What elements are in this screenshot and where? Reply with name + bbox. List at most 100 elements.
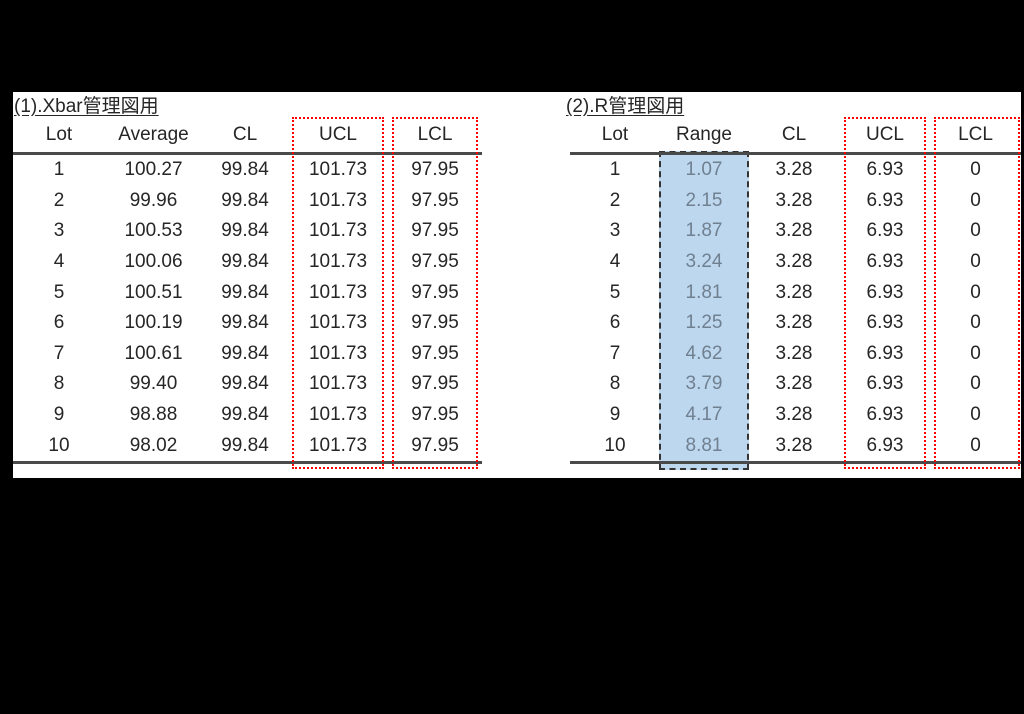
table-cell: 0 xyxy=(970,373,981,395)
table-row: 9 4.17 3.28 6.93 0 xyxy=(570,400,1021,431)
table-cell: 1 xyxy=(53,159,65,181)
table-cell: 4 xyxy=(609,251,621,273)
table-cell: 97.95 xyxy=(411,404,459,426)
table-cell: 9 xyxy=(609,404,621,426)
column-header-ucl: UCL xyxy=(840,118,930,155)
table-cell: 99.96 xyxy=(129,189,178,211)
table-cell: 3.28 xyxy=(748,430,840,464)
table-cell: 1.07 xyxy=(685,159,723,181)
worksheet-panel xyxy=(13,92,1021,478)
table-cell: 6.93 xyxy=(866,159,904,181)
header-row: Lot Range CL UCL LCL xyxy=(570,118,1021,155)
table-cell: 3 xyxy=(53,220,65,242)
table-cell: 6 xyxy=(609,312,621,334)
table-cell: 101.73 xyxy=(308,189,368,211)
table-cell: 100.61 xyxy=(124,342,183,364)
table-cell: 3.28 xyxy=(775,312,813,334)
table-cell: 7 xyxy=(609,342,621,364)
table-cell: 98.02 xyxy=(105,430,202,464)
table-cell: 100.06 xyxy=(124,251,183,273)
table-cell: 8 xyxy=(609,373,621,395)
table-cell: 97.95 xyxy=(411,312,459,334)
table-cell: 0 xyxy=(970,251,981,273)
table-cell: 99.84 xyxy=(221,342,269,364)
table-cell: 1.25 xyxy=(685,312,723,334)
table-cell: 101.73 xyxy=(308,312,368,334)
table-row: 5 1.81 3.28 6.93 0 xyxy=(570,277,1021,308)
table-cell: 99.84 xyxy=(221,220,269,242)
table-row: 1 100.27 99.84 101.73 97.95 xyxy=(13,154,482,186)
table-cell: 5 xyxy=(609,281,621,303)
table-row: 3 1.87 3.28 6.93 0 xyxy=(570,216,1021,247)
table-cell: 0 xyxy=(970,189,981,211)
table-cell: 3.24 xyxy=(685,251,723,273)
table-cell: 3.28 xyxy=(775,189,813,211)
column-header-ucl: UCL xyxy=(288,118,388,155)
table-cell: 99.84 xyxy=(221,251,269,273)
table-cell: 3.28 xyxy=(775,281,813,303)
table-row: 7 4.62 3.28 6.93 0 xyxy=(570,339,1021,370)
table-cell: 97.95 xyxy=(411,281,459,303)
r-table-title: (2).R管理図用 xyxy=(566,96,685,117)
table-cell: 10 xyxy=(570,430,660,464)
table-row: 1 1.07 3.28 6.93 0 xyxy=(570,154,1021,186)
table-cell: 101.73 xyxy=(288,430,388,464)
table-row: 3 100.53 99.84 101.73 97.95 xyxy=(13,216,482,247)
table-cell: 98.88 xyxy=(129,404,178,426)
table-cell: 99.84 xyxy=(221,281,269,303)
table-cell: 99.84 xyxy=(202,430,288,464)
table-cell: 101.73 xyxy=(308,404,368,426)
column-header-lot: Lot xyxy=(570,118,660,155)
table-cell: 1.87 xyxy=(685,220,723,242)
r-table-header: Lot Range CL UCL LCL xyxy=(570,118,1021,155)
table-row: 10 98.02 99.84 101.73 97.95 xyxy=(13,430,482,464)
table-cell: 97.95 xyxy=(411,373,459,395)
xbar-table-title: (1).Xbar管理図用 xyxy=(14,96,159,117)
column-header-lcl: LCL xyxy=(930,118,1021,155)
table-cell: 5 xyxy=(53,281,65,303)
table-row: 8 99.40 99.84 101.73 97.95 xyxy=(13,369,482,400)
table-cell: 8.81 xyxy=(660,430,748,464)
table-cell: 101.73 xyxy=(308,342,368,364)
table-cell: 97.95 xyxy=(411,189,459,211)
table-cell: 6.93 xyxy=(866,342,904,364)
table-row: 6 100.19 99.84 101.73 97.95 xyxy=(13,308,482,339)
table-cell: 2 xyxy=(53,189,65,211)
table-cell: 4.62 xyxy=(685,342,723,364)
table-cell: 99.84 xyxy=(221,189,269,211)
table-cell: 97.95 xyxy=(411,220,459,242)
table-cell: 0 xyxy=(970,159,981,181)
table-cell: 0 xyxy=(970,281,981,303)
table-cell: 100.27 xyxy=(124,159,183,181)
table-cell: 6.93 xyxy=(866,281,904,303)
r-data-table: Lot Range CL UCL LCL 1 1.07 3.28 6.93 0 2 2.15… xyxy=(570,118,1021,464)
table-cell: 1.81 xyxy=(685,281,723,303)
xbar-table-body: 1 100.27 99.84 101.73 97.95 2 99.96 99.84 101.73… xyxy=(13,154,482,464)
column-header-average: Average xyxy=(105,118,202,155)
table-cell: 2.15 xyxy=(685,189,723,211)
table-cell: 100.51 xyxy=(124,281,183,303)
table-cell: 101.73 xyxy=(308,373,368,395)
table-row: 4 3.24 3.28 6.93 0 xyxy=(570,247,1021,278)
header-row: Lot Average CL UCL LCL xyxy=(13,118,482,155)
table-row: 8 3.79 3.28 6.93 0 xyxy=(570,369,1021,400)
table-cell: 6.93 xyxy=(840,430,930,464)
table-cell: 99.84 xyxy=(221,404,269,426)
table-cell: 3.28 xyxy=(775,404,813,426)
column-header-cl: CL xyxy=(748,118,840,155)
table-row: 5 100.51 99.84 101.73 97.95 xyxy=(13,277,482,308)
table-row: 9 98.88 99.84 101.73 97.95 xyxy=(13,400,482,431)
column-header-cl: CL xyxy=(202,118,288,155)
table-row: 6 1.25 3.28 6.93 0 xyxy=(570,308,1021,339)
table-cell: 97.95 xyxy=(411,251,459,273)
table-row: 2 99.96 99.84 101.73 97.95 xyxy=(13,186,482,217)
table-cell: 101.73 xyxy=(308,281,368,303)
table-cell: 3.28 xyxy=(775,251,813,273)
table-cell: 97.95 xyxy=(388,430,482,464)
table-cell: 1 xyxy=(609,159,621,181)
table-cell: 0 xyxy=(930,430,1021,464)
table-cell: 4.17 xyxy=(685,404,723,426)
table-cell: 2 xyxy=(609,189,621,211)
table-row: 4 100.06 99.84 101.73 97.95 xyxy=(13,247,482,278)
